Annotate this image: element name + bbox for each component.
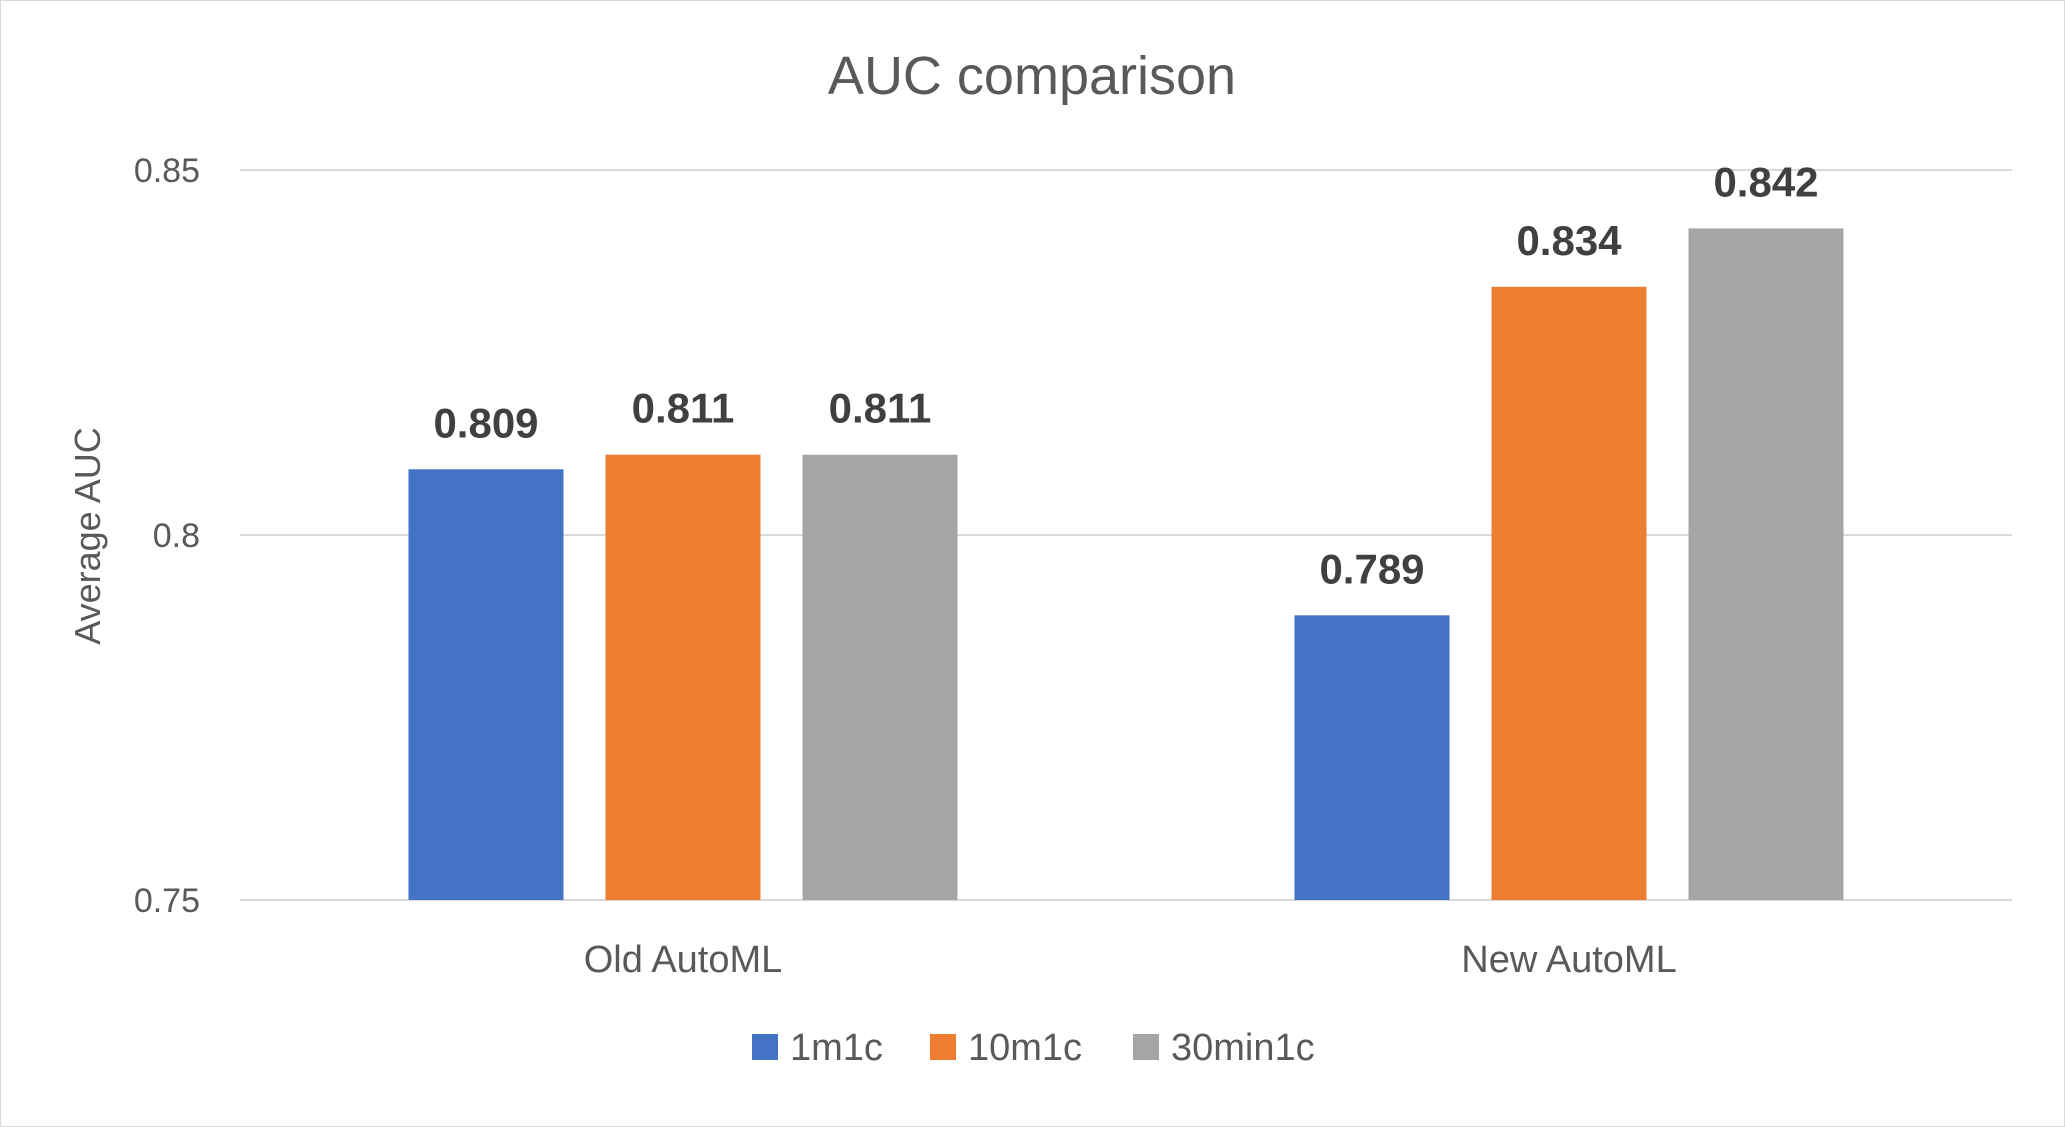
data-label: 0.789 [1319, 545, 1424, 592]
data-label: 0.809 [433, 399, 538, 446]
legend-swatch [1133, 1034, 1159, 1060]
x-category-label: New AutoML [1461, 939, 1676, 981]
data-labels: 0.809 0.811 0.811 0.789 0.834 0.842 [433, 158, 1818, 592]
bar-1m1c-0 [408, 469, 564, 900]
bars [408, 228, 1844, 900]
y-axis-title: Average AUC [67, 427, 108, 644]
x-category-label: Old AutoML [584, 939, 783, 981]
legend-label: 30min1c [1171, 1027, 1315, 1069]
data-label: 0.834 [1516, 217, 1622, 264]
data-label: 0.811 [632, 385, 735, 432]
legend-label: 1m1c [790, 1027, 883, 1069]
bar-30min1c-0 [802, 454, 958, 900]
bar-30min1c-1 [1688, 228, 1844, 900]
chart-title: AUC comparison [828, 46, 1236, 106]
y-tick-label: 0.85 [134, 152, 200, 190]
legend: 1m1c 10m1c 30min1c [752, 1027, 1315, 1069]
legend-swatch [930, 1034, 956, 1060]
data-label: 0.811 [829, 385, 932, 432]
y-axis-ticks: 0.75 0.8 0.85 [134, 152, 200, 920]
bar-1m1c-1 [1294, 615, 1450, 900]
legend-swatch [752, 1034, 778, 1060]
x-axis-category-labels: Old AutoML New AutoML [584, 939, 1677, 981]
bar-10m1c-1 [1491, 286, 1647, 900]
y-tick-label: 0.8 [153, 517, 200, 555]
bar-10m1c-0 [605, 454, 761, 900]
y-tick-label: 0.75 [134, 882, 200, 920]
legend-label: 10m1c [968, 1027, 1082, 1069]
data-label: 0.842 [1713, 158, 1818, 205]
